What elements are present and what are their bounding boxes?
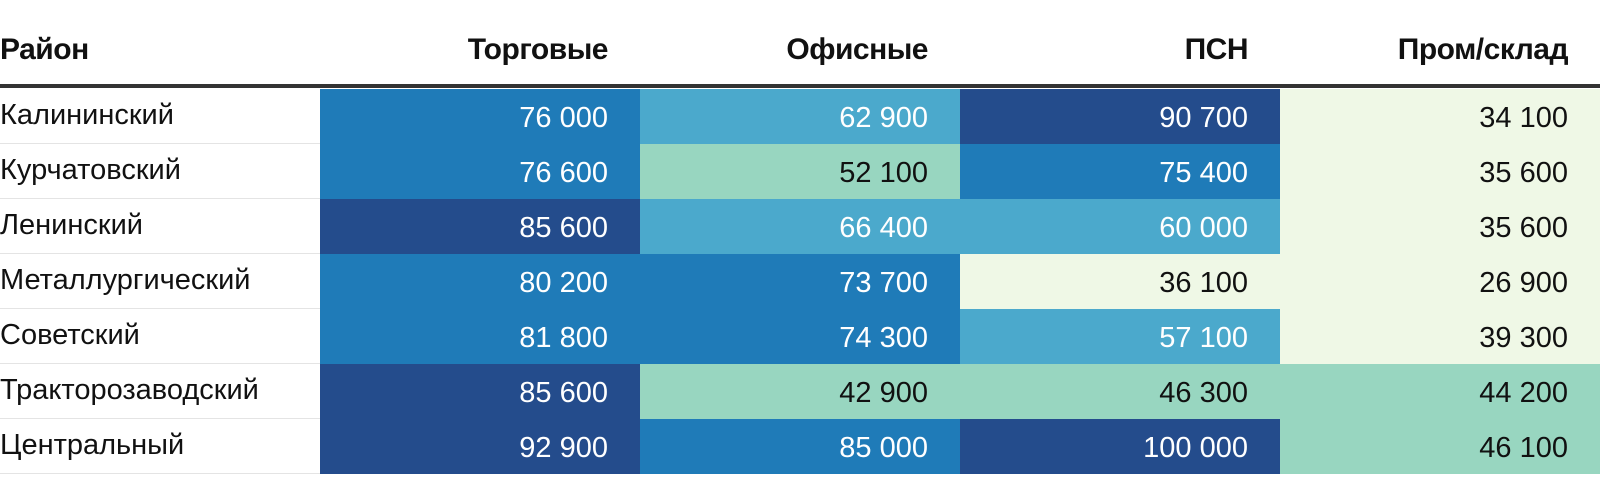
value-cell: 80 200 xyxy=(320,254,640,309)
column-header-retail: Торговые xyxy=(467,33,609,66)
table-row: Ленинский 85 600 66 400 60 000 35 600 xyxy=(0,199,1600,254)
column-header-office: Офисные xyxy=(786,33,928,66)
table-row: Тракторозаводский 85 600 42 900 46 300 44 20… xyxy=(0,364,1600,419)
district-name: Ленинский xyxy=(0,199,320,254)
table-row: Центральный 92 900 85 000 100 000 46 100 xyxy=(0,419,1600,474)
district-name: Советский xyxy=(0,309,320,364)
value-cell: 26 900 xyxy=(1280,254,1600,309)
value-cell: 62 900 xyxy=(640,89,960,144)
column-header-industrial: Пром/склад xyxy=(1397,33,1569,66)
column-header-psn: ПСН xyxy=(1184,33,1249,66)
value-cell: 100 000 xyxy=(960,419,1280,474)
value-cell: 76 000 xyxy=(320,89,640,144)
table-row: Курчатовский 76 600 52 100 75 400 35 600 xyxy=(0,144,1600,199)
value-cell: 44 200 xyxy=(1280,364,1600,419)
value-cell: 57 100 xyxy=(960,309,1280,364)
district-name: Металлургический xyxy=(0,254,320,309)
value-cell: 90 700 xyxy=(960,89,1280,144)
district-name: Центральный xyxy=(0,419,320,474)
value-cell: 46 300 xyxy=(960,364,1280,419)
table-row: Металлургический 80 200 73 700 36 100 26 900 xyxy=(0,254,1600,309)
value-cell: 39 300 xyxy=(1280,309,1600,364)
value-cell: 74 300 xyxy=(640,309,960,364)
value-cell: 46 100 xyxy=(1280,419,1600,474)
value-cell: 85 000 xyxy=(640,419,960,474)
table-row: Калининский 76 000 62 900 90 700 34 100 xyxy=(0,89,1600,144)
value-cell: 52 100 xyxy=(640,144,960,199)
value-cell: 35 600 xyxy=(1280,144,1600,199)
value-cell: 81 800 xyxy=(320,309,640,364)
column-header-district: Район xyxy=(0,33,89,66)
table-header: Район Торговые Офисные ПСН Пром/склад xyxy=(0,0,1600,88)
district-name: Калининский xyxy=(0,89,320,144)
value-cell: 42 900 xyxy=(640,364,960,419)
district-name: Курчатовский xyxy=(0,144,320,199)
value-cell: 60 000 xyxy=(960,199,1280,254)
value-cell: 85 600 xyxy=(320,199,640,254)
value-cell: 34 100 xyxy=(1280,89,1600,144)
value-cell: 66 400 xyxy=(640,199,960,254)
value-cell: 92 900 xyxy=(320,419,640,474)
value-cell: 35 600 xyxy=(1280,199,1600,254)
district-name: Тракторозаводский xyxy=(0,364,320,419)
value-cell: 75 400 xyxy=(960,144,1280,199)
value-cell: 73 700 xyxy=(640,254,960,309)
value-cell: 76 600 xyxy=(320,144,640,199)
value-cell: 36 100 xyxy=(960,254,1280,309)
table-row: Советский 81 800 74 300 57 100 39 300 xyxy=(0,309,1600,364)
value-cell: 85 600 xyxy=(320,364,640,419)
